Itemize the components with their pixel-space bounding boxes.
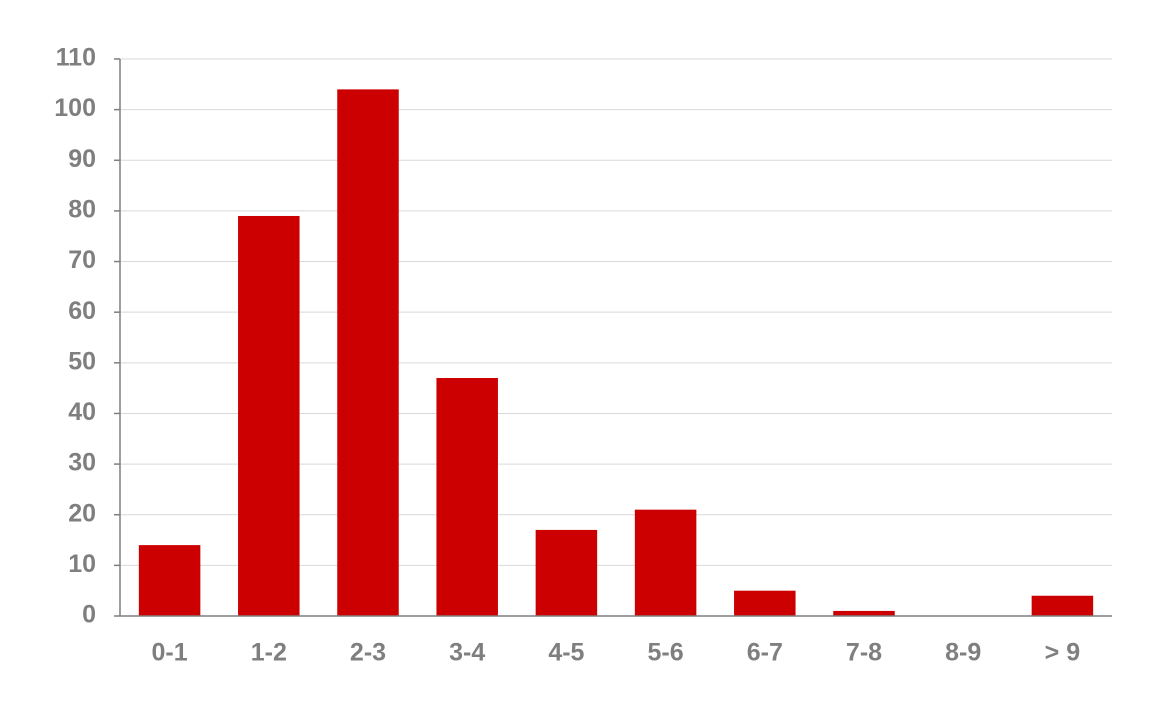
x-tick-label: 4-5	[548, 639, 584, 667]
y-tick-label: 90	[68, 145, 96, 173]
x-tick-label: 3-4	[449, 639, 485, 667]
y-tick-label: 50	[68, 347, 96, 375]
bar	[535, 529, 598, 616]
bar	[238, 215, 300, 617]
bar	[734, 590, 796, 616]
x-tick-label: 6-7	[747, 639, 783, 667]
bar	[138, 545, 201, 616]
bar	[833, 610, 895, 616]
y-tick-label: 30	[68, 449, 96, 477]
y-tick-label: 20	[68, 499, 96, 527]
y-tick-label: 70	[68, 246, 96, 274]
x-tick-label: 2-3	[350, 639, 386, 667]
x-tick-label: 7-8	[846, 639, 882, 667]
x-tick-label: 8-9	[945, 639, 981, 667]
x-tick-label: 0-1	[152, 639, 188, 667]
y-tick-label: 60	[68, 297, 96, 325]
y-tick-label: 80	[68, 196, 96, 224]
y-tick-label: 40	[68, 398, 96, 426]
x-tick-label: 5-6	[648, 639, 684, 667]
y-tick-label: 100	[54, 94, 96, 122]
y-tick-label: 0	[82, 601, 96, 629]
y-tick-label: 10	[68, 550, 96, 578]
bar	[1031, 595, 1094, 616]
x-tick-label: 1-2	[251, 639, 287, 667]
x-tick-label: > 9	[1045, 639, 1080, 667]
y-tick-label: 110	[56, 44, 96, 72]
bar	[337, 89, 399, 616]
bar	[634, 509, 697, 616]
bar	[436, 378, 498, 616]
